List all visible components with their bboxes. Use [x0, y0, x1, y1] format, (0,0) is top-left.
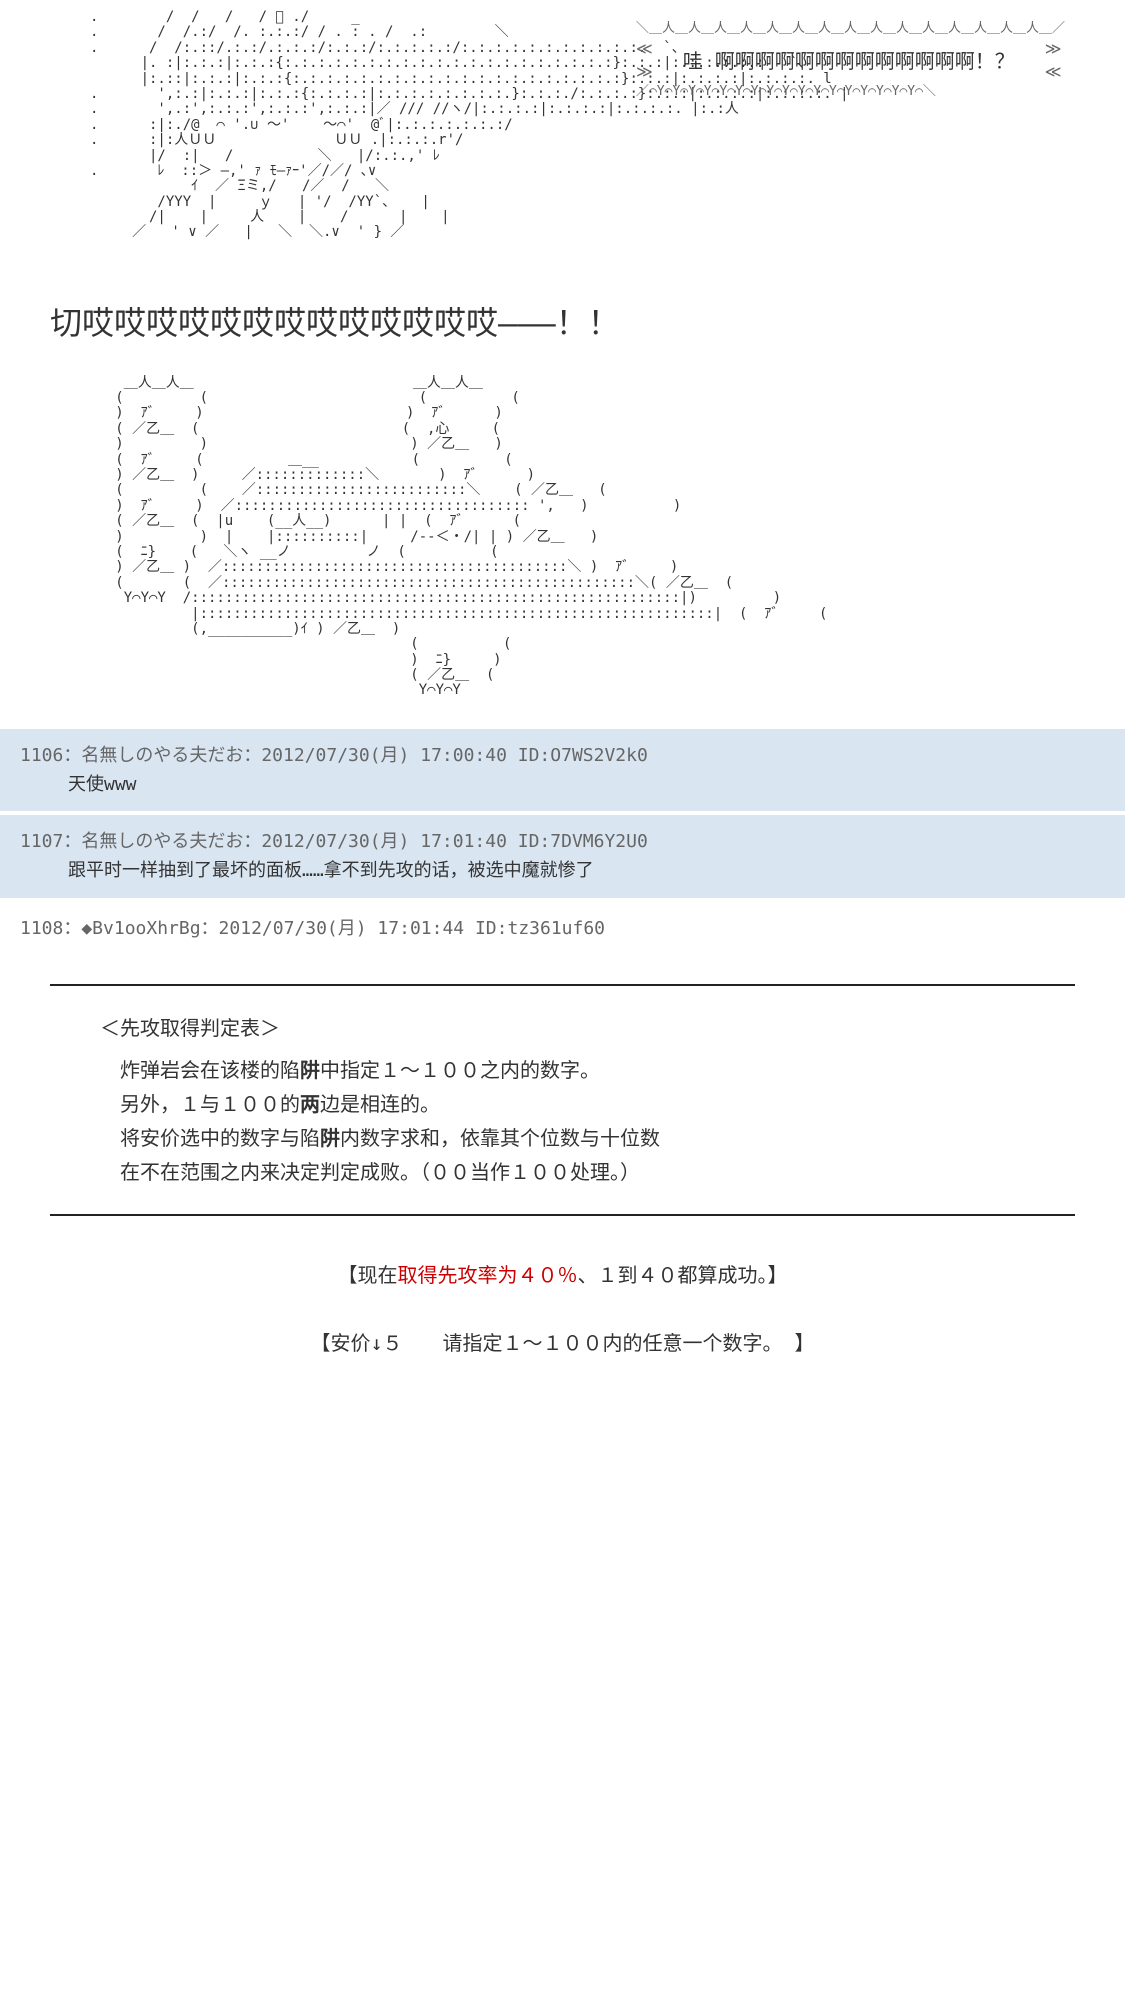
- rules-block: ＜先攻取得判定表＞ 炸弹岩会在该楼的陷阱中指定１～１００之内的数字。 另外，１与…: [0, 1011, 1125, 1189]
- post: 1106：名無しのやる夫だお：2012/07/30(月) 17:00:40 ID…: [0, 729, 1125, 811]
- post-header: 1106：名無しのやる夫だお：2012/07/30(月) 17:00:40 ID…: [20, 743, 1105, 768]
- posts-container: 1106：名無しのやる夫だお：2012/07/30(月) 17:00:40 ID…: [0, 729, 1125, 959]
- bubble-top-deco: ＼＿人＿人＿人＿人＿人＿人＿人＿人＿人＿人＿人＿人＿人＿人＿人＿／: [636, 20, 1065, 38]
- speech-bubble-wrap: ＼＿人＿人＿人＿人＿人＿人＿人＿人＿人＿人＿人＿人＿人＿人＿人＿／ ≪≫ 哇 啊…: [636, 20, 1065, 101]
- post-body: 天使www: [20, 772, 1105, 797]
- bubble-left-arrow: ≪≫: [636, 38, 653, 83]
- post: 1108：◆Bv1ooXhrBg：2012/07/30(月) 17:01:44 …: [0, 902, 1125, 959]
- ascii-art-block-1: . / / / / ﾞ ./ _ . / /.:/ /. :.:.:/ / . …: [0, 0, 1125, 271]
- ascii-art-block-2: ＿人＿人＿ ＿人＿人＿ ( ( ( ( ) ｱ゛ ) ) ｱ゛ ) ( ／乙＿ …: [0, 366, 1125, 729]
- shout-text: 切哎哎哎哎哎哎哎哎哎哎哎哎哎———！！: [0, 271, 1125, 366]
- result-prefix: 【现在: [338, 1263, 398, 1287]
- result-red: 取得先攻率为４０％: [398, 1263, 578, 1287]
- rules-line-2: 另外，１与１００的两边是相连的。: [120, 1087, 1025, 1121]
- divider-bottom: [50, 1214, 1075, 1216]
- post: 1107：名無しのやる夫だお：2012/07/30(月) 17:01:40 ID…: [0, 815, 1125, 897]
- result-line: 【现在取得先攻率为４０％、１到４０都算成功。】: [0, 1241, 1125, 1309]
- speech-text: 哇 啊啊啊啊啊啊啊啊啊啊啊啊啊！？: [653, 39, 1045, 83]
- divider-top: [50, 984, 1075, 986]
- result-suffix: 、１到４０都算成功。】: [578, 1263, 788, 1287]
- rules-line-3: 将安价选中的数字与陷阱内数字求和，依靠其个位数与十位数: [120, 1121, 1025, 1155]
- rules-title: ＜先攻取得判定表＞: [100, 1011, 1025, 1045]
- bubble-bottom-deco: ／⌒Y⌒Y⌒Y⌒Y⌒Y⌒Y⌒Y⌒Y⌒Y⌒Y⌒Y⌒Y⌒Y⌒Y⌒Y⌒Y⌒Y⌒＼: [636, 83, 1065, 101]
- rules-line-1: 炸弹岩会在该楼的陷阱中指定１～１００之内的数字。: [120, 1053, 1025, 1087]
- rules-body: 炸弹岩会在该楼的陷阱中指定１～１００之内的数字。 另外，１与１００的两边是相连的…: [100, 1053, 1025, 1189]
- rules-line-4: 在不在范围之内来决定判定成败。（００当作１００处理。）: [120, 1155, 1025, 1189]
- post-header: 1108：◆Bv1ooXhrBg：2012/07/30(月) 17:01:44 …: [20, 916, 1105, 941]
- post-header: 1107：名無しのやる夫だお：2012/07/30(月) 17:01:40 ID…: [20, 829, 1105, 854]
- post-body: 跟平时一样抽到了最坏的面板……拿不到先攻的话，被选中魔就惨了: [20, 858, 1105, 883]
- bubble-right-arrow: ≫≪: [1045, 38, 1062, 83]
- ankou-line: 【安价↓５ 请指定１～１００内的任意一个数字。 】: [0, 1309, 1125, 1377]
- ascii-art-2: ＿人＿人＿ ＿人＿人＿ ( ( ( ( ) ｱ゛ ) ) ｱ゛ ) ( ／乙＿ …: [40, 376, 1085, 699]
